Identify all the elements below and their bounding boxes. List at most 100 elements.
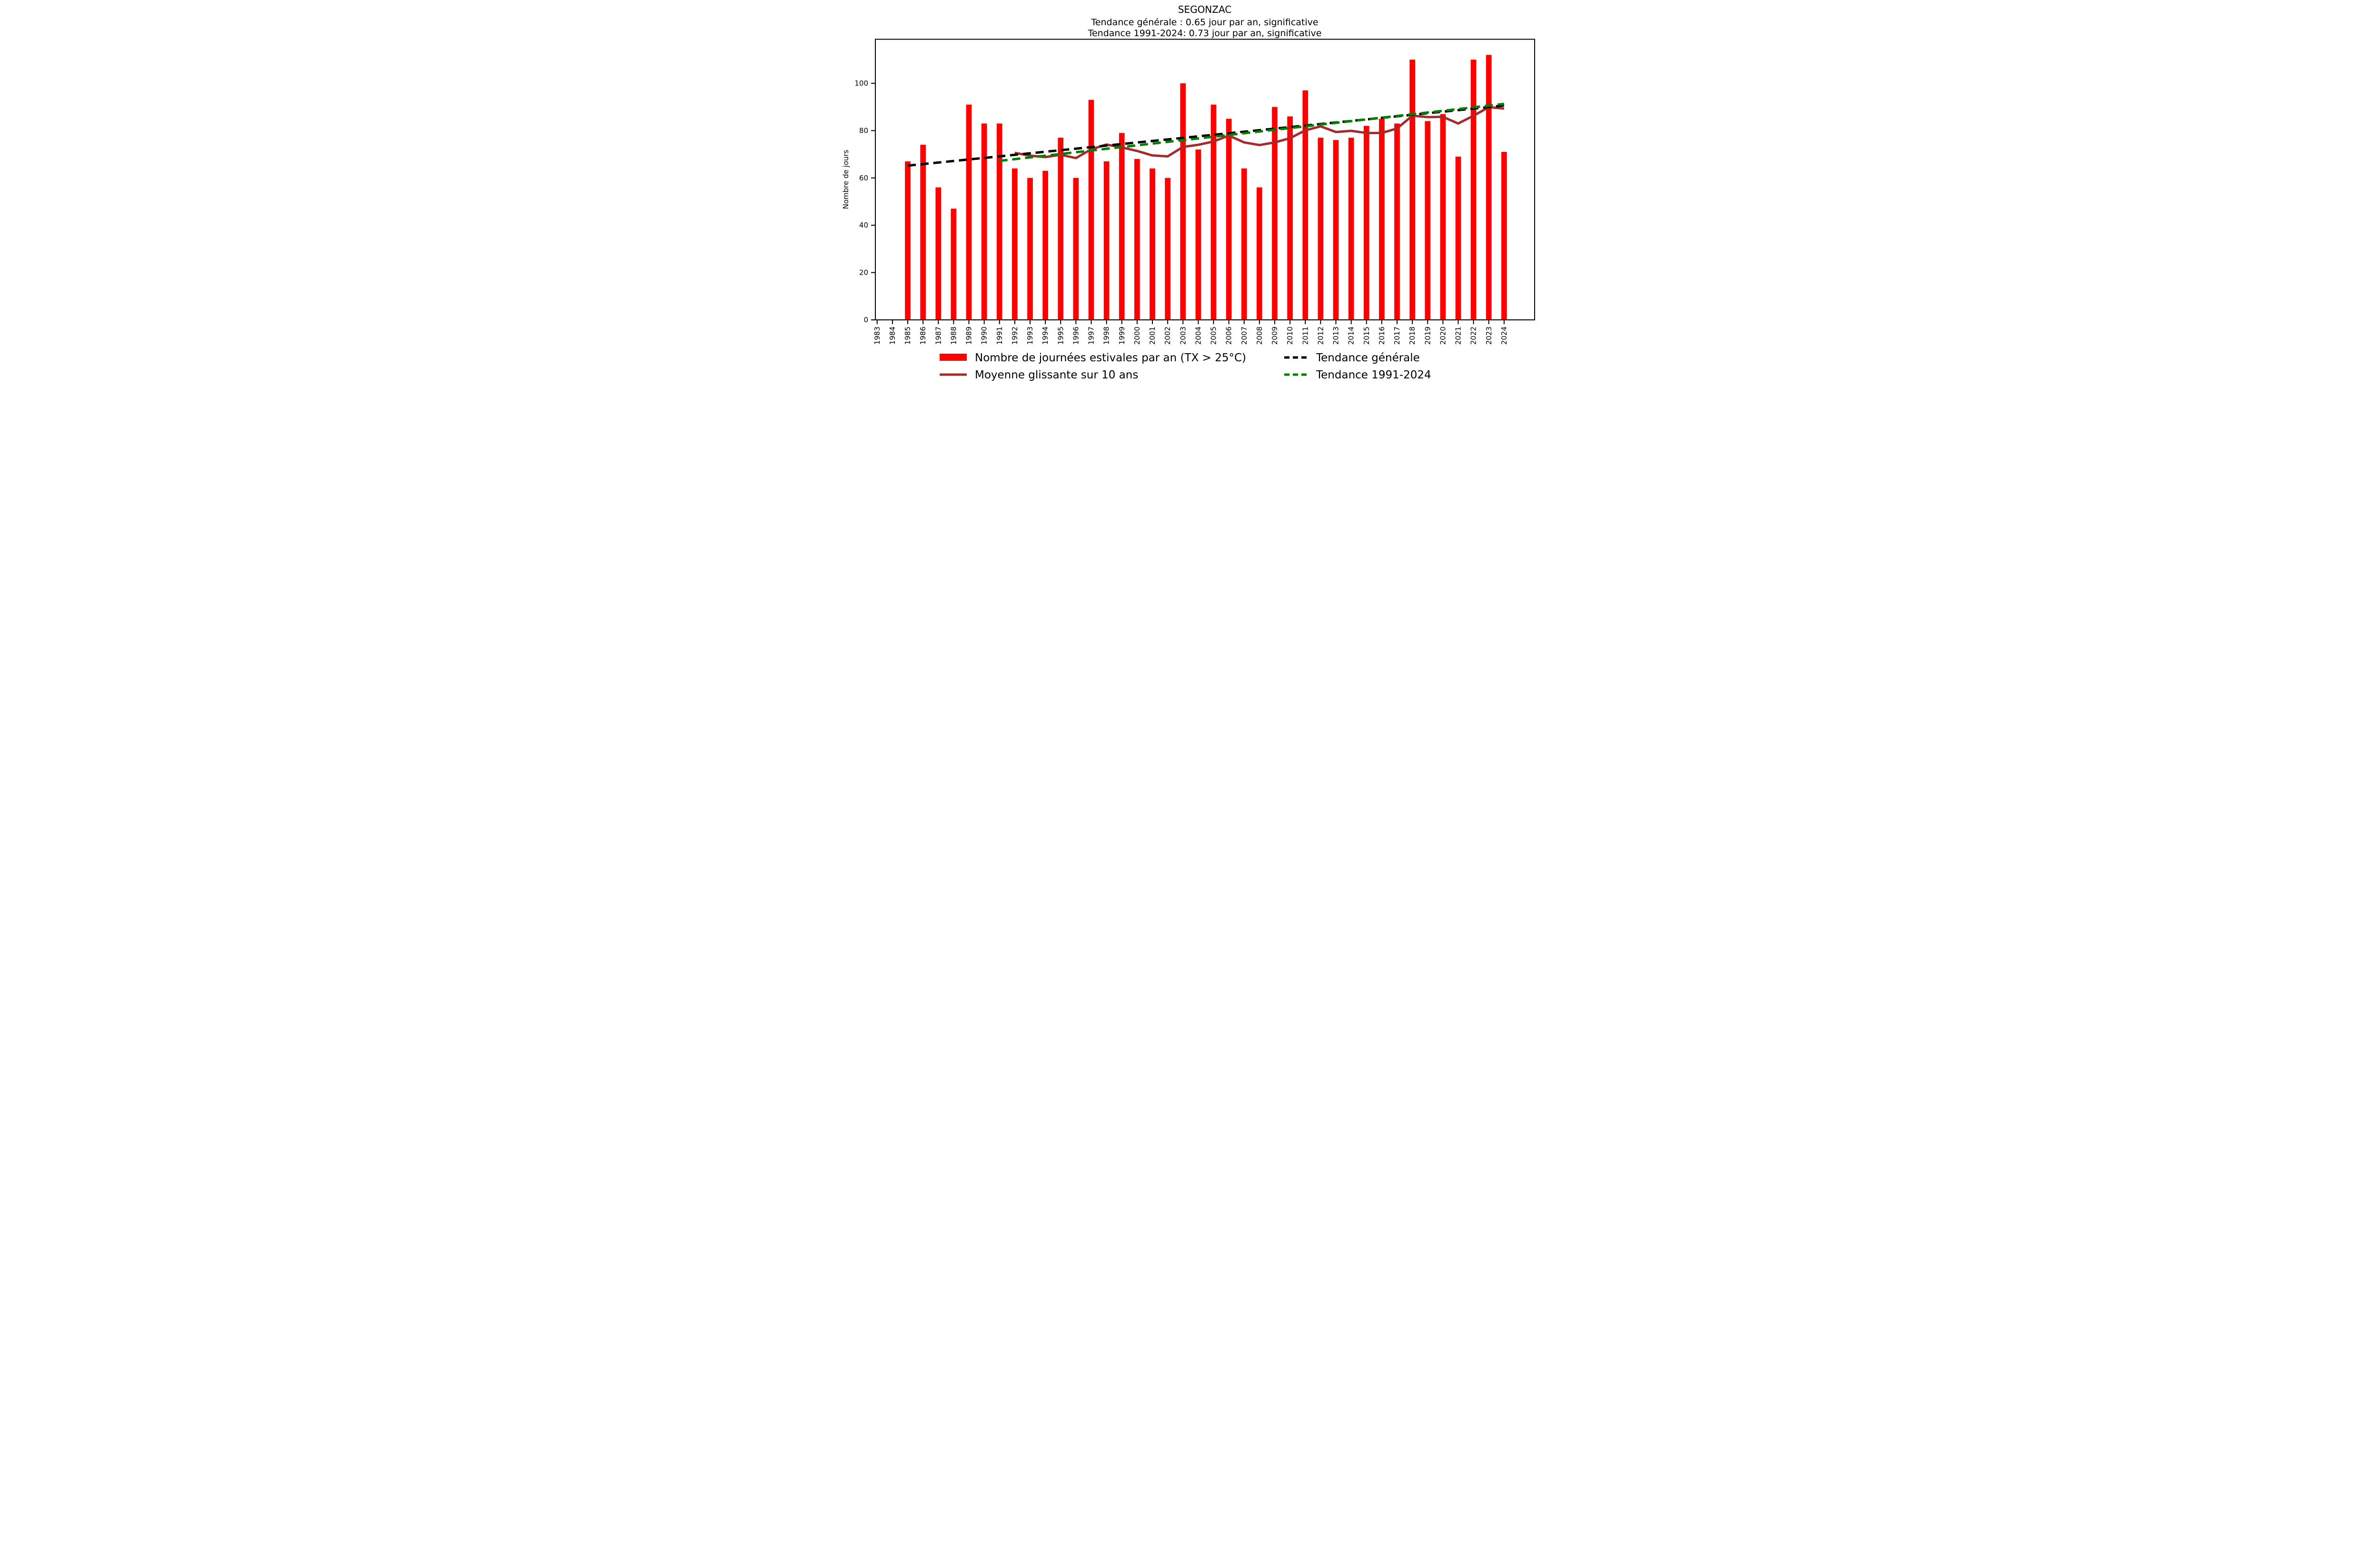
x-tick-label-2009: 2009 [1270,327,1279,345]
x-tick-label-2010: 2010 [1286,327,1294,345]
x-tick-label-1985: 1985 [903,327,912,345]
figure-canvas: SEGONZAC Tendance générale : 0.65 jour p… [836,0,1544,392]
x-tick-label-2000: 2000 [1133,327,1141,345]
bar-1988 [951,208,957,320]
x-tick-label-2018: 2018 [1408,327,1417,345]
bar-1992 [1012,168,1018,320]
y-tick-label: 60 [859,174,868,182]
legend-label-moving-average: Moyenne glissante sur 10 ans [975,369,1138,381]
bar-1991 [996,123,1002,320]
bar-1998 [1103,161,1110,320]
x-tick-label-2005: 2005 [1210,327,1218,345]
x-tick-label-2003: 2003 [1179,327,1187,345]
trend-1991-2024-line [999,102,1505,162]
chart-subtitle-recent-trend: Tendance 1991-2024: 0.73 jour par an, si… [1088,28,1322,39]
x-tick-label-2019: 2019 [1423,327,1432,345]
x-tick-label-2017: 2017 [1393,327,1401,345]
x-tick-label-1989: 1989 [965,327,973,345]
bar-1987 [935,187,942,320]
x-tick-label-2021: 2021 [1454,327,1463,345]
moving-average-line [1014,106,1505,159]
bar-1999 [1119,133,1125,320]
legend-label-bars: Nombre de journées estivales par an (TX … [975,352,1246,364]
x-tick-label-1996: 1996 [1071,327,1080,345]
x-tick-label-2006: 2006 [1225,327,1233,345]
general-trend-line [907,104,1505,167]
x-tick-label-2016: 2016 [1378,327,1386,345]
bar-2019 [1425,121,1431,320]
legend-swatch-bars [940,354,967,361]
bar-2005 [1210,104,1217,320]
y-tick-label: 40 [859,221,868,229]
x-tick-label-2004: 2004 [1194,327,1202,345]
bar-2009 [1272,107,1278,320]
y-axis-label: Nombre de jours [842,149,850,209]
bar-2012 [1318,138,1324,320]
x-tick-label-2014: 2014 [1347,327,1356,345]
x-tick-label-1991: 1991 [995,327,1004,345]
x-tick-label-2024: 2024 [1500,327,1508,345]
bar-2013 [1333,140,1339,320]
bar-1985 [905,161,911,320]
x-tick-label-1987: 1987 [934,327,942,345]
x-tick-label-2012: 2012 [1316,327,1325,345]
bar-1997 [1088,99,1094,320]
x-tick-label-1999: 1999 [1118,327,1126,345]
bar-2023 [1486,55,1492,320]
x-tick-label-1992: 1992 [1011,327,1019,345]
x-tick-label-2023: 2023 [1485,327,1493,345]
chart-title: SEGONZAC [1178,4,1232,15]
bar-1990 [981,123,987,320]
x-tick-label-2008: 2008 [1255,327,1264,345]
bar-2002 [1165,178,1170,320]
bar-2006 [1226,119,1232,320]
bar-2020 [1440,114,1446,320]
bar-2001 [1150,168,1155,320]
x-tick-label-2022: 2022 [1469,327,1478,345]
bar-2018 [1409,60,1415,320]
y-tick-label: 0 [863,316,868,324]
legend: Nombre de journées estivales par an (TX … [940,352,1431,381]
x-tick-label-1993: 1993 [1026,327,1034,345]
bars-layer [905,55,1507,320]
y-tick-label: 100 [854,79,868,88]
x-tick-label-1988: 1988 [949,327,958,345]
bar-2015 [1363,126,1369,320]
bar-1995 [1058,138,1064,320]
bar-2016 [1379,119,1385,320]
chart-subtitle-general-trend: Tendance générale : 0.65 jour par an, si… [1091,17,1318,28]
x-tick-label-1995: 1995 [1056,327,1065,345]
bar-1989 [966,104,972,320]
x-tick-label-2002: 2002 [1163,327,1172,345]
bar-1986 [920,145,926,320]
x-tick-label-1986: 1986 [919,327,927,345]
bar-2011 [1302,90,1309,320]
segonzac-summer-days-chart: SEGONZAC Tendance générale : 0.65 jour p… [842,4,1535,381]
x-tick-label-2011: 2011 [1301,327,1309,345]
bar-2000 [1134,159,1140,320]
bar-2017 [1394,123,1400,320]
bar-1994 [1042,170,1048,320]
bar-2008 [1257,187,1262,320]
bar-2004 [1195,149,1201,320]
bar-1996 [1073,178,1079,320]
legend-label-recent-trend: Tendance 1991-2024 [1316,369,1431,381]
axes-layer: 0 20 40 60 80 100 1983 1984 1985 1986 1987 1988 1989… [854,39,1535,345]
x-tick-label-1994: 1994 [1041,327,1050,345]
lines-layer [907,102,1505,167]
bar-2021 [1455,157,1461,320]
x-tick-label-1983: 1983 [873,327,882,345]
bar-2014 [1348,138,1354,320]
bar-2007 [1241,168,1247,320]
plot-border [875,39,1535,320]
x-tick-label-1997: 1997 [1087,327,1096,345]
bar-2010 [1287,116,1293,320]
y-tick-label: 80 [859,126,868,135]
x-tick-label-1990: 1990 [980,327,989,345]
x-tick-label-1984: 1984 [888,327,897,345]
x-tick-label-2013: 2013 [1332,327,1340,345]
x-tick-label-2001: 2001 [1148,327,1157,345]
x-tick-label-2015: 2015 [1362,327,1371,345]
x-tick-label-1998: 1998 [1102,327,1111,345]
bar-2022 [1470,60,1477,320]
